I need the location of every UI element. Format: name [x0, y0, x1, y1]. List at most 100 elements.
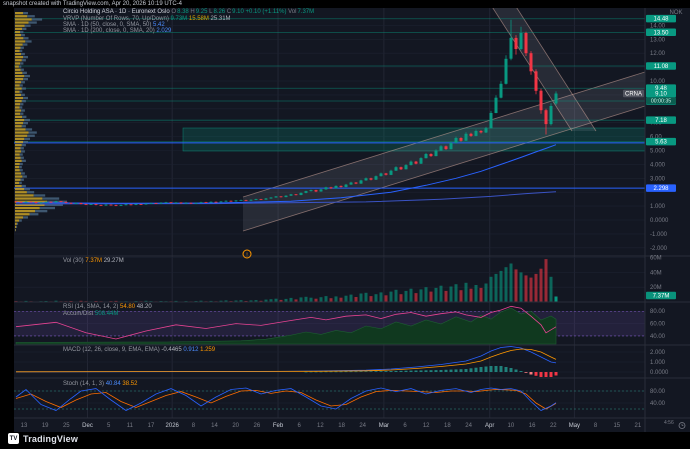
sma50-title[interactable]: SMA · 1D (50, close, 0, SMA, 50)	[63, 21, 152, 28]
volume-bar	[499, 270, 503, 302]
svg-text:2.298: 2.298	[653, 186, 669, 192]
legend-sma50-row[interactable]: SMA · 1D (50, close, 0, SMA, 50) 5.42	[63, 22, 165, 29]
macd-line[interactable]	[15, 346, 557, 373]
candle	[139, 204, 143, 205]
volume-profile-row	[15, 81, 22, 84]
volume-profile-row	[15, 59, 22, 62]
macd-histogram-bar	[524, 372, 528, 373]
macd-histogram-bar	[434, 370, 438, 372]
candle	[29, 201, 33, 203]
macd-histogram-bar	[464, 369, 468, 372]
legend-stoch-row[interactable]: Stoch (14, 1, 3) 40.84 38.52	[63, 381, 137, 388]
volume-bar	[529, 277, 533, 302]
candle	[249, 199, 253, 201]
hidden-drawings-marker-icon[interactable]: !	[242, 249, 252, 259]
volume-bar	[209, 300, 213, 302]
level-price-label: 5.63	[646, 137, 676, 146]
accumdist-value: 508.44M	[95, 310, 119, 317]
candle	[304, 191, 308, 193]
candle	[24, 201, 28, 203]
sma200-line[interactable]	[15, 191, 557, 205]
tradingview-logo[interactable]: TV TradingView	[8, 433, 78, 444]
candle	[524, 33, 528, 54]
volume-bar	[414, 293, 418, 302]
sma200-title[interactable]: SMA · 1D (200, close, 0, SMA, 20)	[63, 27, 155, 34]
candle	[509, 37, 513, 59]
legend-macd-row[interactable]: MACD (12, 26, close, 9, EMA, EMA) -0.446…	[63, 347, 215, 354]
time-tick-label: 6	[298, 423, 302, 429]
volume-profile-row	[15, 112, 21, 115]
volume-profile-row	[15, 213, 30, 216]
volume-profile-row	[15, 46, 21, 49]
accum-dist-area[interactable]	[15, 307, 557, 345]
vrvp-value-1: 9.73M	[170, 15, 188, 22]
macd-title[interactable]: MACD (12, 26, close, 9, EMA, EMA)	[63, 347, 160, 353]
clock-icon[interactable]	[678, 422, 686, 429]
currency-label[interactable]: NOK	[669, 10, 682, 16]
candle	[69, 202, 73, 204]
symbol-title[interactable]: Circio Holding ASA · 1D · Euronext Oslo	[63, 9, 170, 15]
sma50-line[interactable]	[15, 144, 557, 204]
volume-bar	[359, 293, 363, 302]
macd-histogram-bar	[384, 371, 388, 372]
volume-profile-row	[15, 203, 45, 206]
level-price-label: 14.48	[646, 14, 676, 23]
time-tick-label: 12	[317, 423, 324, 429]
vrvp-title[interactable]: VRVP (Number Of Rows, 70, Up/Down)	[63, 15, 169, 22]
candle	[444, 146, 448, 150]
macd-signal-line[interactable]	[15, 348, 557, 373]
volume-bar	[494, 273, 498, 302]
legend-rsi-row[interactable]: RSI (14, SMA, 14, 2) 54.80 48.20	[63, 304, 152, 311]
volume-bar	[394, 289, 398, 302]
legend-sma200-row[interactable]: SMA · 1D (200, close, 0, SMA, 20) 2.029	[63, 28, 171, 35]
macd-histogram-bar	[424, 370, 428, 372]
candle	[34, 202, 38, 203]
volume-bar	[144, 300, 148, 302]
legend-vrvp-row[interactable]: VRVP (Number Of Rows, 70, Up/Down) 9.73M…	[63, 16, 231, 23]
time-tick-label: May	[569, 423, 580, 429]
rsi-line[interactable]	[15, 305, 557, 340]
time-tick-label: Apr	[485, 423, 494, 429]
legend-volume-row[interactable]: Vol (30) 7.37M 29.27M	[63, 258, 124, 265]
macd-histogram-bar	[479, 367, 483, 372]
stoch-k-line[interactable]	[15, 387, 557, 411]
legend-symbol-row[interactable]: Circio Holding ASA · 1D · Euronext Oslo …	[63, 9, 314, 16]
macd-histogram-bar	[469, 368, 473, 372]
stoch-d-line[interactable]	[15, 389, 557, 410]
candle	[314, 190, 318, 192]
stoch-title[interactable]: Stoch (14, 1, 3)	[63, 381, 105, 387]
macd-histogram-bar	[359, 371, 363, 372]
macd-histogram-bar	[494, 366, 498, 372]
macd-histogram-bar	[514, 369, 518, 372]
volume-profile-row	[15, 96, 24, 100]
macd-histogram-bar	[539, 372, 543, 377]
rsi-title[interactable]: RSI (14, SMA, 14, 2)	[63, 304, 119, 310]
candle	[539, 90, 543, 111]
svg-text:CRNA: CRNA	[625, 92, 642, 98]
volume-profile-row	[15, 24, 25, 27]
candle	[334, 185, 338, 189]
macd-histogram-bar	[374, 371, 378, 372]
candle	[19, 201, 23, 203]
candle	[269, 197, 273, 199]
falling-channel[interactable]	[489, 2, 596, 131]
macd-line-value: 0.912	[183, 347, 199, 353]
volume-bar	[489, 276, 493, 302]
volume-profile-row	[15, 134, 28, 137]
macd-histogram-bar	[364, 371, 368, 372]
supply-demand-zone[interactable]	[182, 127, 645, 152]
volume-title[interactable]: Vol (30)	[63, 258, 84, 264]
macd-histogram-bar	[549, 372, 553, 377]
candle	[179, 202, 183, 204]
volume-bar	[54, 300, 58, 302]
candle	[259, 199, 263, 200]
accumdist-title[interactable]: Accum/Dist	[63, 310, 94, 317]
volume-profile-row	[15, 115, 23, 118]
candle	[309, 190, 313, 192]
macd-histogram-bar	[349, 371, 353, 373]
time-tick-label: 8	[594, 423, 598, 429]
volume-profile-row	[15, 15, 28, 18]
legend-accumdist-row[interactable]: Accum/Dist 508.44M	[63, 311, 118, 318]
volume-profile-row	[15, 87, 22, 90]
